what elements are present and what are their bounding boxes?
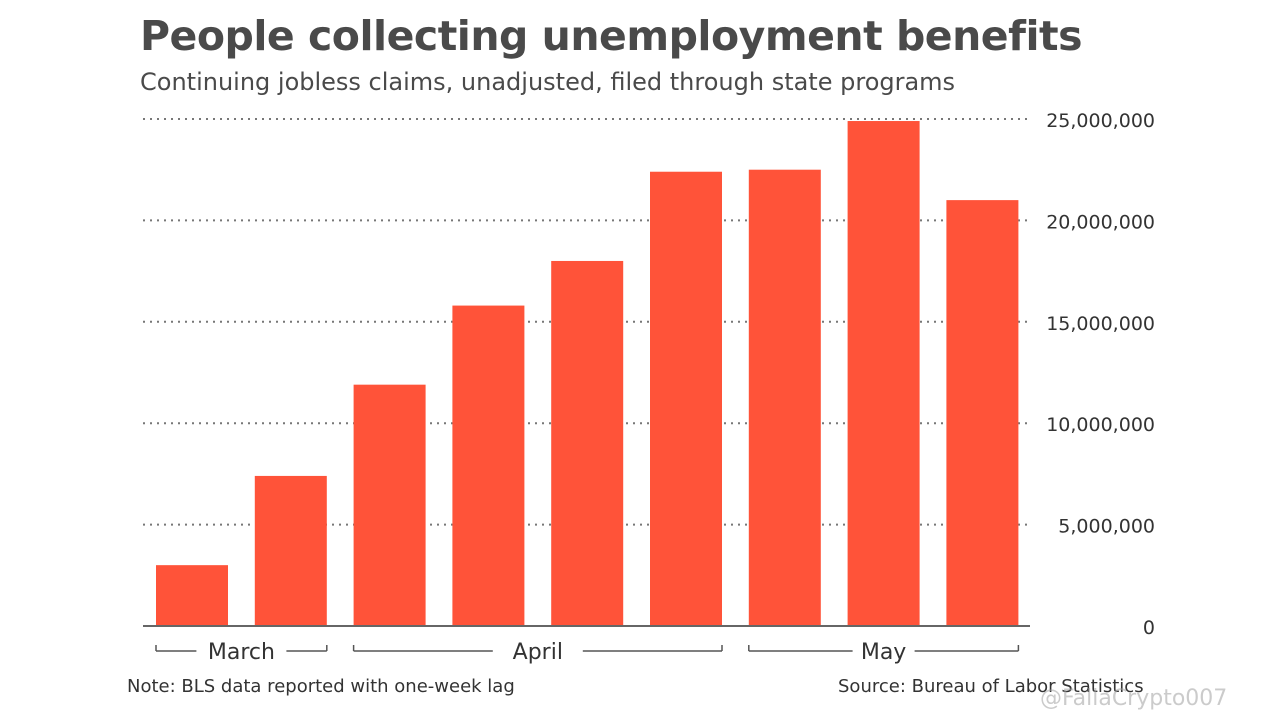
bar	[650, 171, 722, 626]
chart-title: People collecting unemployment benefits	[140, 12, 1083, 60]
y-tick-label: 25,000,000	[1046, 110, 1155, 132]
y-tick-label: 5,000,000	[1058, 516, 1155, 538]
chart-source: Source: Bureau of Labor Statistics	[838, 676, 1144, 697]
y-tick-label: 0	[1143, 617, 1155, 639]
bar	[452, 305, 525, 626]
bar	[254, 475, 327, 626]
x-month-label: May	[861, 640, 906, 665]
chart-note: Note: BLS data reported with one-week la…	[127, 676, 515, 697]
watermark: @FallaCrypto007	[1040, 686, 1228, 711]
y-tick-label: 10,000,000	[1046, 414, 1155, 436]
bar	[946, 200, 1019, 626]
bar	[551, 260, 624, 626]
x-month-label: April	[513, 640, 563, 665]
bar	[847, 121, 920, 626]
x-month-label: March	[208, 640, 275, 665]
bar	[748, 169, 821, 626]
bar	[353, 384, 426, 626]
chart-subtitle: Continuing jobless claims, unadjusted, f…	[140, 68, 956, 96]
y-tick-label: 20,000,000	[1046, 211, 1155, 233]
bar	[156, 565, 228, 626]
y-tick-label: 15,000,000	[1046, 313, 1155, 335]
